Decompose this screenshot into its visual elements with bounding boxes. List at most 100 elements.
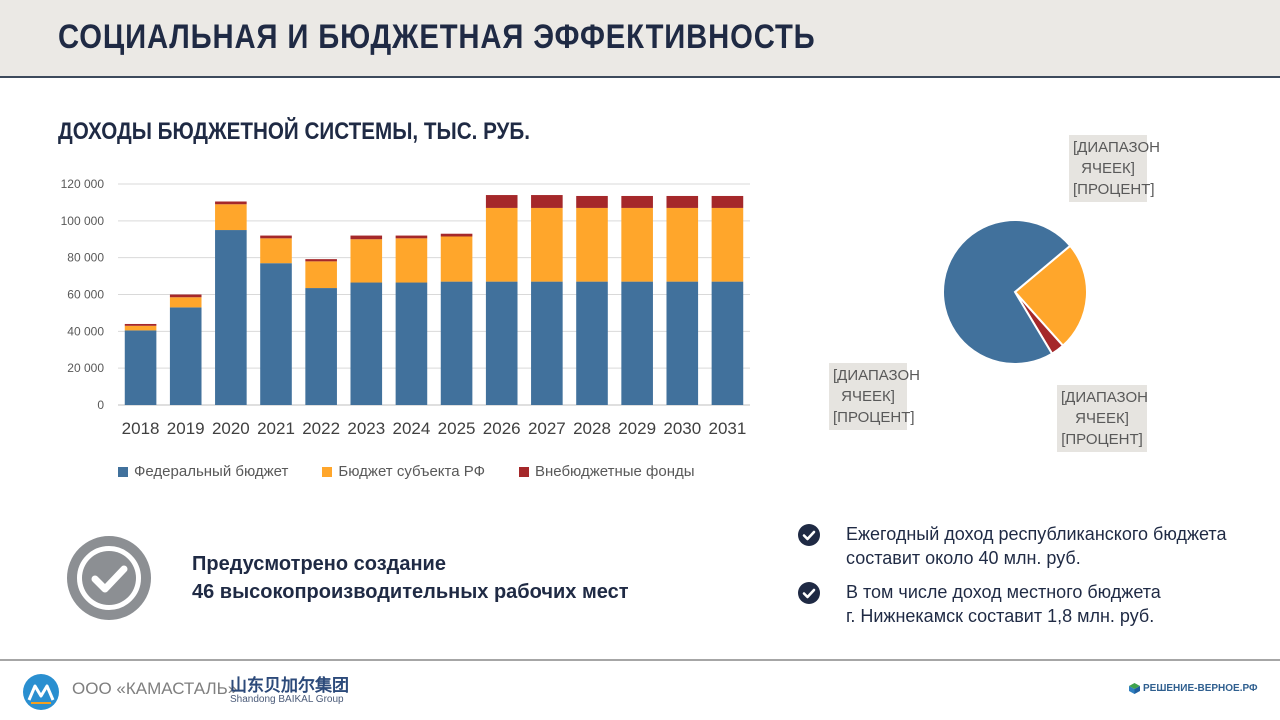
bar-segment-regional — [124, 325, 157, 331]
x-tick-label: 2031 — [709, 419, 747, 438]
bar-segment-federal — [260, 263, 292, 405]
pie-label-line: [ДИАПАЗОН — [1061, 389, 1148, 406]
bar-segment-offbudget — [124, 323, 157, 326]
bullet-line: Ежегодный доход республиканского бюджета — [846, 524, 1227, 544]
bar-segment-federal — [485, 281, 518, 405]
legend-swatch-offbudget — [519, 466, 529, 477]
y-tick-label: 40 000 — [67, 324, 104, 338]
check-circle-icon — [798, 582, 820, 604]
bar-segment-offbudget — [666, 195, 699, 208]
bar-segment-regional — [576, 207, 608, 282]
legend-swatch-federal — [118, 466, 128, 477]
bar-segment-offbudget — [440, 233, 473, 237]
y-tick-label: 80 000 — [67, 251, 104, 265]
legend-label-regional: Бюджет субъекта РФ — [338, 463, 485, 480]
footer: ООО «КАМАСТАЛЬ» 山东贝加尔集团 Shandong BAIKAL … — [0, 659, 1280, 720]
x-tick-label: 2029 — [618, 419, 656, 438]
bar-segment-regional — [350, 239, 383, 283]
legend-label-offbudget: Внебюджетные фонды — [535, 463, 695, 480]
jobs-line-1: Предусмотрено создание — [192, 553, 446, 575]
bar-segment-regional — [711, 207, 744, 282]
legend-item-offbudget: Внебюджетные фонды — [519, 463, 695, 480]
pie-label-line: [ПРОЦЕНТ] — [1061, 431, 1143, 448]
bar-segment-regional — [531, 207, 563, 282]
bar-segment-offbudget — [260, 235, 292, 239]
bar-segment-federal — [531, 281, 563, 405]
bar-segment-offbudget — [215, 201, 247, 205]
pie-label-line: [ДИАПАЗОН — [833, 367, 920, 384]
partner-name-cn: 山东贝加尔集团 — [230, 676, 349, 696]
bullet-item: В том числе доход местного бюджета г. Ни… — [798, 580, 1248, 628]
bar-segment-regional — [305, 261, 337, 289]
site-name: РЕШЕНИЕ-ВЕРНОЕ.РФ — [1143, 683, 1258, 694]
jobs-line-2: 46 высокопроизводительных рабочих мест — [192, 581, 629, 603]
check-circle-icon — [798, 524, 820, 546]
bar-segment-federal — [621, 281, 653, 405]
pie-label-federal: [ДИАПАЗОН ЯЧЕЕК] [ПРОЦЕНТ] — [829, 363, 920, 430]
bar-segment-regional — [215, 204, 247, 231]
bar-segment-federal — [576, 281, 608, 405]
y-tick-label: 100 000 — [61, 214, 105, 228]
bullet-line: составит около 40 млн. руб. — [846, 548, 1081, 568]
bar-segment-regional — [260, 238, 292, 264]
jobs-text: Предусмотрено создание 46 высокопроизвод… — [192, 550, 629, 606]
bullet-item: Ежегодный доход республиканского бюджета… — [798, 522, 1248, 570]
bar-segment-federal — [350, 282, 383, 405]
bar-segment-federal — [666, 281, 699, 405]
header-bar: СОЦИАЛЬНАЯ И БЮДЖЕТНАЯ ЭФФЕКТИВНОСТЬ — [0, 0, 1280, 78]
bullet-line: г. Нижнекамск составит 1,8 млн. руб. — [846, 606, 1155, 626]
x-tick-label: 2027 — [528, 419, 566, 438]
pie-slice-federal — [942, 219, 1072, 365]
bar-segment-regional — [395, 238, 428, 283]
bar-segment-regional — [169, 297, 202, 308]
y-tick-label: 60 000 — [67, 288, 104, 302]
x-tick-label: 2019 — [167, 419, 205, 438]
bullet-list: Ежегодный доход республиканского бюджета… — [798, 522, 1248, 638]
bullet-line: В том числе доход местного бюджета — [846, 582, 1161, 602]
x-tick-label: 2028 — [573, 419, 611, 438]
x-tick-label: 2023 — [347, 419, 385, 438]
page-title: СОЦИАЛЬНАЯ И БЮДЖЕТНАЯ ЭФФЕКТИВНОСТЬ — [58, 18, 816, 56]
bar-segment-federal — [711, 281, 744, 405]
bar-segment-offbudget — [395, 235, 428, 239]
bar-segment-offbudget — [169, 294, 202, 298]
x-tick-label: 2020 — [212, 419, 250, 438]
legend-item-federal: Федеральный бюджет — [118, 463, 288, 480]
pie-label-offbudget: [ДИАПАЗОН ЯЧЕЕК] [ПРОЦЕНТ] — [1057, 385, 1148, 452]
x-tick-label: 2024 — [393, 419, 431, 438]
x-tick-label: 2026 — [483, 419, 521, 438]
x-tick-label: 2018 — [122, 419, 160, 438]
bar-segment-regional — [621, 207, 653, 282]
pie-label-line: [ДИАПАЗОН — [1073, 139, 1160, 156]
site-logo: РЕШЕНИЕ-ВЕРНОЕ.РФ — [1129, 683, 1258, 694]
bar-segment-regional — [485, 207, 518, 282]
x-tick-label: 2030 — [663, 419, 701, 438]
bar-segment-offbudget — [350, 235, 383, 240]
y-tick-label: 0 — [97, 398, 104, 412]
bar-segment-regional — [666, 207, 699, 282]
x-tick-label: 2021 — [257, 419, 295, 438]
pie-chart — [942, 219, 1088, 365]
company-name: ООО «КАМАСТАЛЬ» — [72, 679, 238, 698]
pie-label-regional: [ДИАПАЗОН ЯЧЕЕК] [ПРОЦЕНТ] — [1069, 135, 1160, 202]
bar-segment-offbudget — [531, 195, 563, 208]
x-tick-label: 2022 — [302, 419, 340, 438]
pie-label-line: [ПРОЦЕНТ] — [1073, 181, 1155, 198]
pie-label-line: ЯЧЕЕК] — [1075, 410, 1129, 427]
check-circle-icon — [67, 536, 151, 620]
legend-swatch-regional — [322, 466, 333, 477]
bar-segment-federal — [440, 281, 473, 405]
legend-label-federal: Федеральный бюджет — [134, 463, 289, 480]
bar-segment-federal — [124, 330, 157, 405]
bar-segment-federal — [395, 282, 428, 405]
pie-slice-regional — [1013, 244, 1088, 348]
bar-chart: 0 20 000 40 000 60 000 80 000 100 000 120 000 2… — [61, 177, 750, 438]
bar-segment-regional — [440, 236, 473, 282]
company-logo — [23, 674, 59, 710]
chart-title: ДОХОДЫ БЮДЖЕТНОЙ СИСТЕМЫ, ТЫС. РУБ. — [58, 118, 530, 145]
bar-segment-offbudget — [305, 259, 337, 262]
y-tick-label: 20 000 — [67, 361, 104, 375]
chart-legend: Федеральный бюджет Бюджет субъекта РФ Вн… — [118, 463, 695, 480]
bar-segment-federal — [169, 307, 202, 405]
bar-segment-offbudget — [485, 195, 518, 208]
